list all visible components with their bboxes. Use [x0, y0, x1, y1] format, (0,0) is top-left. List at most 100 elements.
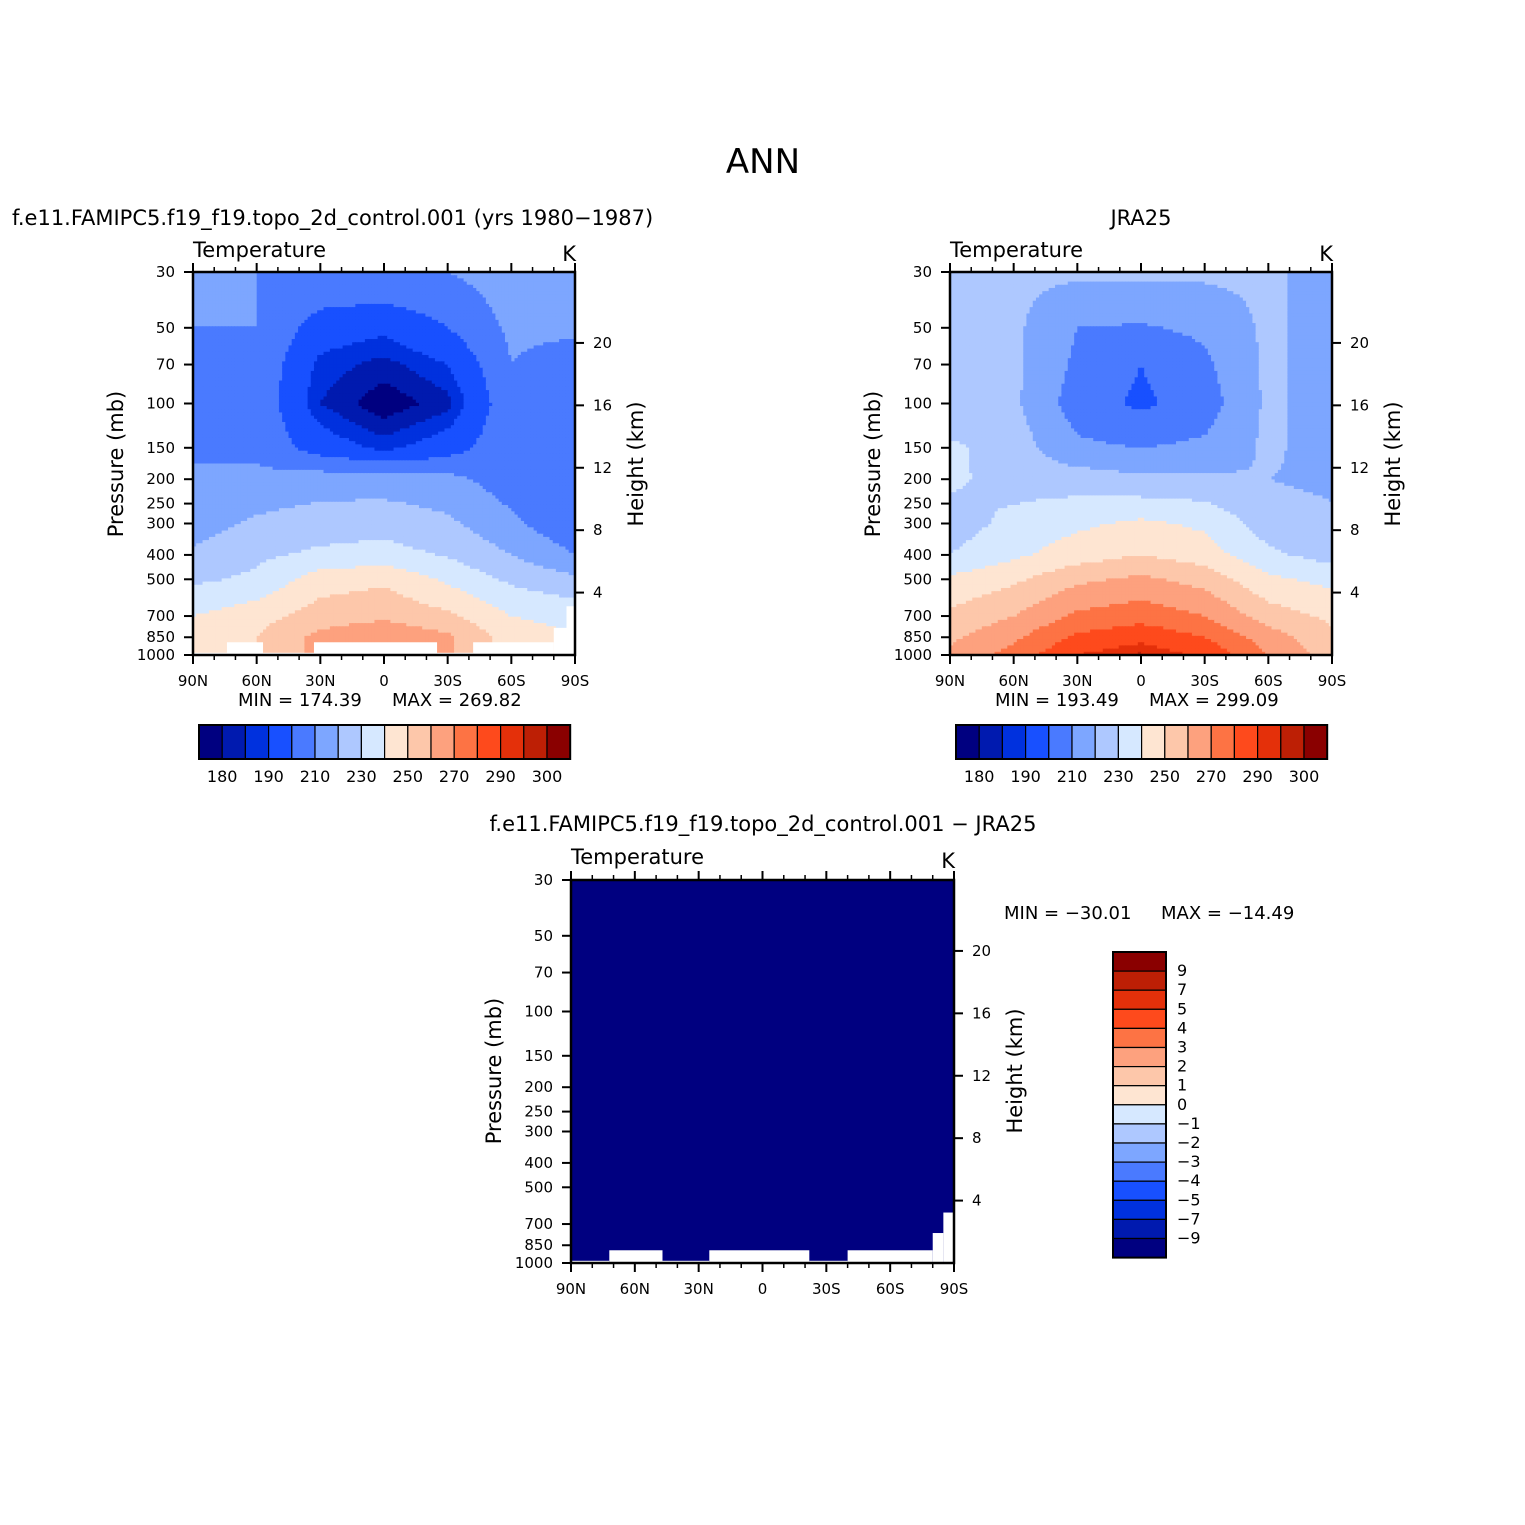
field-cell — [552, 345, 557, 350]
field-cell — [304, 345, 309, 350]
field-cell — [460, 303, 465, 308]
field-cell — [243, 300, 248, 305]
field-cell — [393, 300, 398, 305]
field-cell — [243, 339, 248, 343]
field-cell — [387, 316, 391, 321]
field-cell — [530, 313, 535, 318]
field-cell — [399, 339, 404, 343]
field-cell — [253, 319, 258, 324]
field-cell — [326, 294, 331, 299]
field-cell — [406, 291, 411, 295]
field-cell — [546, 281, 551, 286]
field-cell — [320, 275, 325, 279]
field-cell — [406, 287, 411, 292]
field-cell — [527, 326, 532, 331]
field-cell — [304, 272, 309, 276]
field-cell — [374, 300, 379, 305]
field-cell — [473, 323, 477, 327]
field-cell — [259, 272, 264, 276]
field-cell — [533, 297, 538, 302]
field-cell — [202, 339, 207, 343]
field-cell — [348, 297, 353, 302]
field-cell — [243, 335, 248, 340]
field-cell — [384, 323, 388, 327]
field-cell — [469, 316, 474, 321]
field-cell — [399, 319, 404, 324]
field-cell — [546, 272, 551, 276]
field-cell — [501, 294, 506, 299]
field-cell — [358, 332, 363, 337]
field-cell — [419, 313, 423, 318]
field-cell — [212, 348, 216, 353]
field-cell — [193, 339, 197, 343]
field-cell — [482, 284, 487, 289]
field-cell — [269, 323, 274, 327]
field-cell — [358, 339, 363, 343]
field-cell — [202, 335, 207, 340]
field-cell — [428, 278, 433, 283]
field-cell — [514, 287, 519, 292]
field-cell — [275, 326, 280, 331]
field-cell — [282, 326, 286, 331]
field-cell — [348, 323, 353, 327]
field-cell — [530, 342, 535, 347]
field-cell — [361, 319, 366, 324]
field-cell — [501, 313, 506, 318]
field-cell — [368, 287, 372, 292]
field-cell — [253, 275, 258, 279]
field-cell — [345, 323, 350, 327]
field-cell — [387, 272, 391, 276]
field-cell — [552, 278, 557, 283]
field-cell — [463, 272, 468, 276]
field-cell — [466, 313, 471, 318]
field-cell — [371, 297, 376, 302]
field-cell — [482, 303, 487, 308]
field-cell — [329, 329, 334, 334]
field-cell — [329, 316, 334, 321]
field-cell — [368, 332, 372, 337]
field-cell — [463, 342, 468, 347]
field-cell — [352, 313, 356, 318]
field-cell — [377, 291, 382, 295]
field-cell — [425, 294, 430, 299]
field-cell — [377, 272, 382, 276]
field-cell — [473, 329, 477, 334]
field-cell — [294, 307, 299, 311]
field-cell — [409, 319, 414, 324]
field-cell — [396, 291, 401, 295]
field-cell — [384, 284, 388, 289]
field-cell — [205, 284, 210, 289]
field-cell — [415, 284, 420, 289]
field-cell — [555, 294, 560, 299]
field-cell — [266, 326, 270, 331]
field-cell — [444, 342, 449, 347]
field-cell — [415, 335, 420, 340]
field-cell — [291, 342, 296, 347]
field-cell — [422, 300, 426, 305]
field-cell — [352, 316, 356, 321]
field-cell — [390, 294, 395, 299]
field-cell — [473, 335, 477, 340]
field-cell — [339, 326, 344, 331]
field-cell — [317, 291, 321, 295]
field-cell — [352, 307, 356, 311]
field-cell — [504, 287, 509, 292]
field-cell — [498, 300, 503, 305]
field-cell — [469, 310, 474, 315]
field-cell — [247, 307, 251, 311]
field-cell — [304, 294, 309, 299]
field-cell — [355, 319, 360, 324]
field-cell — [444, 284, 449, 289]
field-cell — [253, 278, 258, 283]
field-cell — [403, 313, 407, 318]
field-cell — [489, 284, 493, 289]
field-cell — [469, 332, 474, 337]
field-cell — [441, 345, 446, 350]
field-cell — [205, 300, 210, 305]
field-cell — [444, 316, 449, 321]
field-cell — [361, 307, 366, 311]
field-cell — [520, 300, 525, 305]
field-cell — [243, 291, 248, 295]
field-cell — [543, 303, 547, 308]
field-cell — [345, 272, 350, 276]
